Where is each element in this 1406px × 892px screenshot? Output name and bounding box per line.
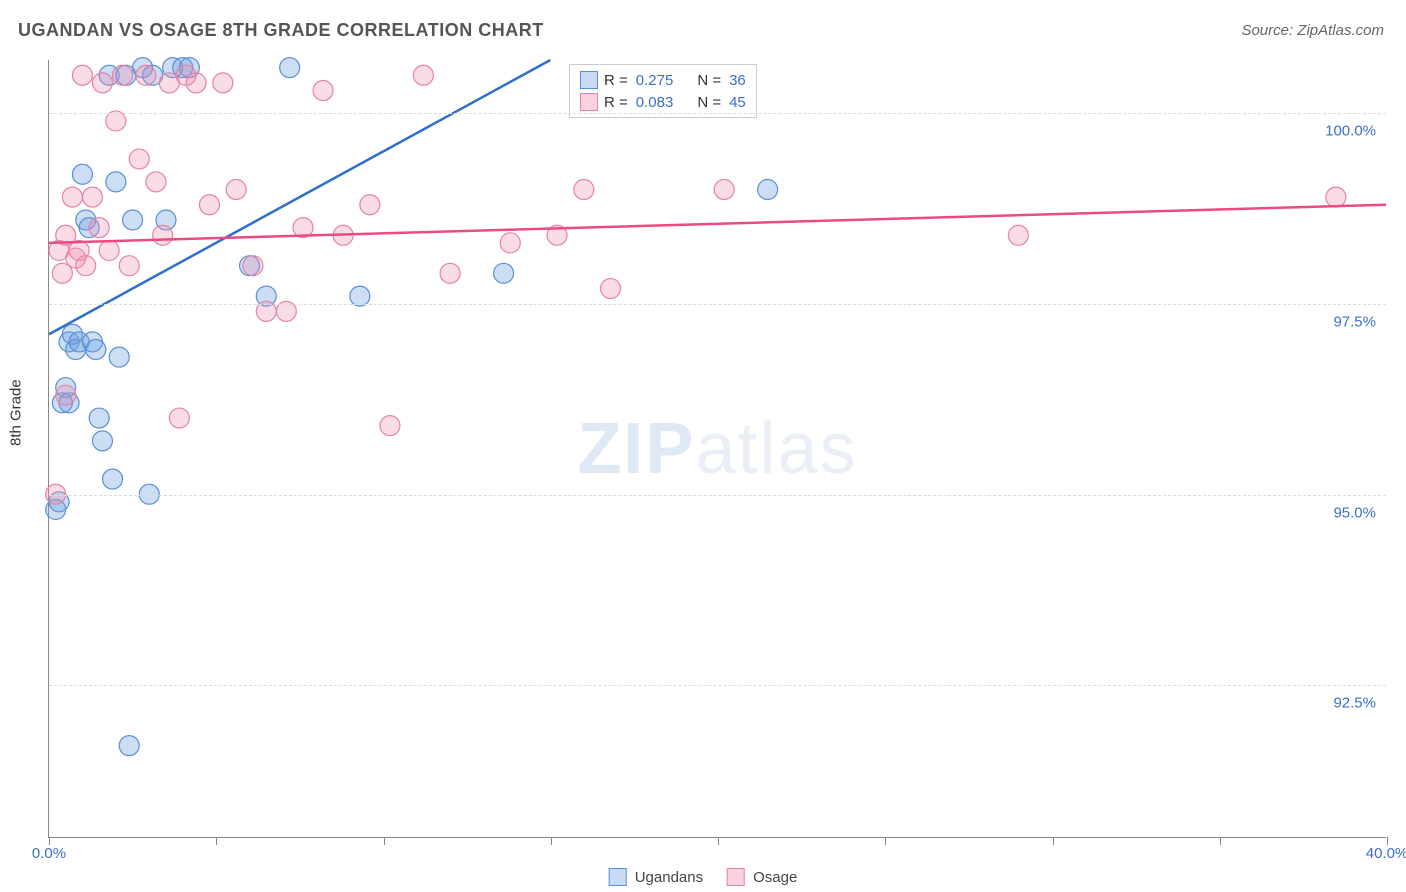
point-osage[interactable] — [82, 187, 102, 207]
point-ugandans[interactable] — [86, 339, 106, 359]
point-osage[interactable] — [360, 195, 380, 215]
gridline-h — [49, 113, 1386, 114]
point-osage[interactable] — [169, 408, 189, 428]
point-ugandans[interactable] — [109, 347, 129, 367]
point-ugandans[interactable] — [123, 210, 143, 230]
stat-r-label: R = — [604, 94, 628, 111]
point-ugandans[interactable] — [758, 180, 778, 200]
gridline-h — [49, 495, 1386, 496]
point-osage[interactable] — [199, 195, 219, 215]
point-osage[interactable] — [119, 256, 139, 276]
stat-r-osage: 0.083 — [636, 94, 674, 111]
swatch-pink-icon — [580, 93, 598, 111]
plot-svg — [49, 60, 1386, 837]
point-osage[interactable] — [113, 65, 133, 85]
point-osage[interactable] — [601, 279, 621, 299]
x-tick — [551, 837, 552, 845]
legend-item-osage[interactable]: Osage — [727, 868, 797, 886]
point-osage[interactable] — [62, 187, 82, 207]
legend-item-ugandans[interactable]: Ugandans — [609, 868, 703, 886]
stat-n-label: N = — [697, 72, 721, 89]
point-osage[interactable] — [226, 180, 246, 200]
point-osage[interactable] — [129, 149, 149, 169]
point-osage[interactable] — [186, 73, 206, 93]
gridline-h — [49, 304, 1386, 305]
point-osage[interactable] — [213, 73, 233, 93]
x-tick — [718, 837, 719, 845]
series-legend: Ugandans Osage — [609, 868, 798, 886]
swatch-pink-icon — [727, 868, 745, 886]
x-tick — [49, 837, 50, 845]
point-osage[interactable] — [153, 225, 173, 245]
stats-row-osage: R = 0.083 N = 45 — [580, 91, 746, 113]
point-osage[interactable] — [92, 73, 112, 93]
stat-n-osage: 45 — [729, 94, 746, 111]
gridline-h — [49, 685, 1386, 686]
point-ugandans[interactable] — [103, 469, 123, 489]
chart-title: UGANDAN VS OSAGE 8TH GRADE CORRELATION C… — [18, 20, 544, 41]
legend-label-osage: Osage — [753, 869, 797, 886]
stats-legend: R = 0.275 N = 36 R = 0.083 N = 45 — [569, 64, 757, 118]
chart-root: UGANDAN VS OSAGE 8TH GRADE CORRELATION C… — [0, 0, 1406, 892]
x-tick — [216, 837, 217, 845]
point-osage[interactable] — [714, 180, 734, 200]
regression-line-ugandans — [49, 60, 550, 334]
point-osage[interactable] — [99, 240, 119, 260]
point-osage[interactable] — [76, 256, 96, 276]
point-osage[interactable] — [89, 218, 109, 238]
stats-row-ugandans: R = 0.275 N = 36 — [580, 69, 746, 91]
point-ugandans[interactable] — [92, 431, 112, 451]
point-osage[interactable] — [380, 416, 400, 436]
x-tick — [1220, 837, 1221, 845]
point-ugandans[interactable] — [106, 172, 126, 192]
x-tick — [885, 837, 886, 845]
point-osage[interactable] — [313, 80, 333, 100]
point-osage[interactable] — [56, 385, 76, 405]
point-osage[interactable] — [136, 65, 156, 85]
point-ugandans[interactable] — [72, 164, 92, 184]
point-osage[interactable] — [1008, 225, 1028, 245]
swatch-blue-icon — [580, 71, 598, 89]
point-ugandans[interactable] — [280, 58, 300, 78]
source-label: Source: ZipAtlas.com — [1241, 22, 1384, 39]
x-tick-label: 40.0% — [1366, 845, 1406, 862]
point-osage[interactable] — [1326, 187, 1346, 207]
swatch-blue-icon — [609, 868, 627, 886]
legend-label-ugandans: Ugandans — [635, 869, 703, 886]
stat-r-ugandans: 0.275 — [636, 72, 674, 89]
point-osage[interactable] — [574, 180, 594, 200]
x-tick — [384, 837, 385, 845]
x-tick — [1387, 837, 1388, 845]
plot-area: ZIPatlas R = 0.275 N = 36 R = 0.083 N = … — [48, 60, 1386, 838]
point-ugandans[interactable] — [119, 736, 139, 756]
y-tick-label: 97.5% — [1333, 314, 1376, 331]
point-osage[interactable] — [500, 233, 520, 253]
point-osage[interactable] — [413, 65, 433, 85]
point-osage[interactable] — [72, 65, 92, 85]
y-tick-label: 92.5% — [1333, 695, 1376, 712]
stat-n-ugandans: 36 — [729, 72, 746, 89]
y-axis-title: 8th Grade — [8, 379, 25, 446]
point-ugandans[interactable] — [494, 263, 514, 283]
y-tick-label: 95.0% — [1333, 504, 1376, 521]
stat-r-label: R = — [604, 72, 628, 89]
point-osage[interactable] — [243, 256, 263, 276]
y-tick-label: 100.0% — [1325, 123, 1376, 140]
point-ugandans[interactable] — [89, 408, 109, 428]
x-tick-label: 0.0% — [32, 845, 66, 862]
point-osage[interactable] — [146, 172, 166, 192]
point-osage[interactable] — [440, 263, 460, 283]
stat-n-label: N = — [697, 94, 721, 111]
x-tick — [1053, 837, 1054, 845]
